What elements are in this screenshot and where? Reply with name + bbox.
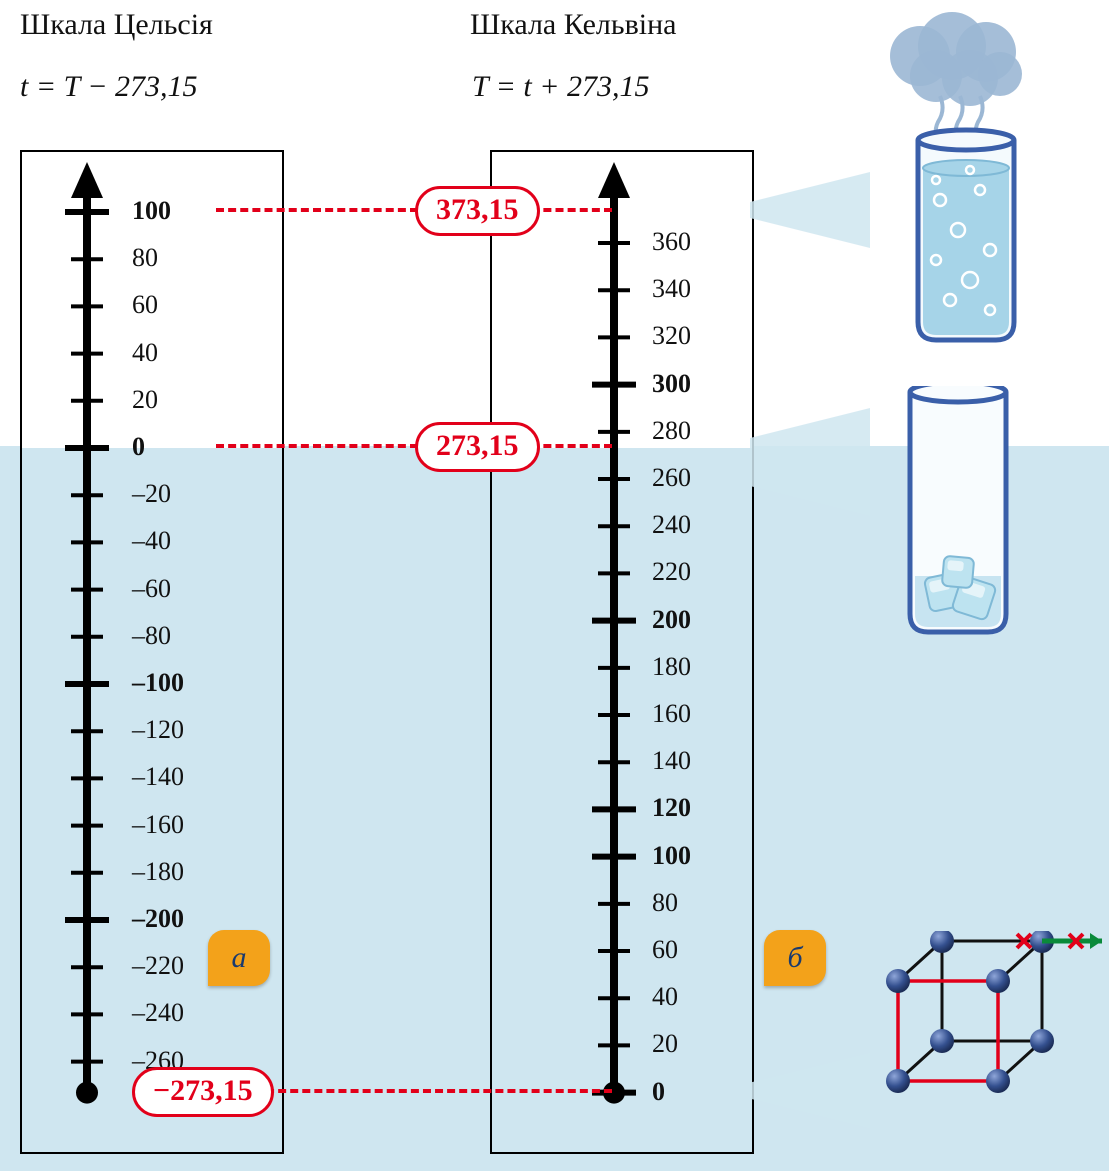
callout-absolute-zero: −273,15 (132, 1067, 274, 1117)
ice-water-illustration (860, 386, 1060, 686)
callout-boiling-point: 373,15 (415, 186, 540, 236)
callout-freezing-point: 273,15 (415, 422, 540, 472)
boiling-water-illustration (840, 0, 1090, 360)
crystal-lattice-illustration (858, 931, 1109, 1131)
badge-a: а (208, 930, 270, 986)
badge-b: б (764, 930, 826, 986)
